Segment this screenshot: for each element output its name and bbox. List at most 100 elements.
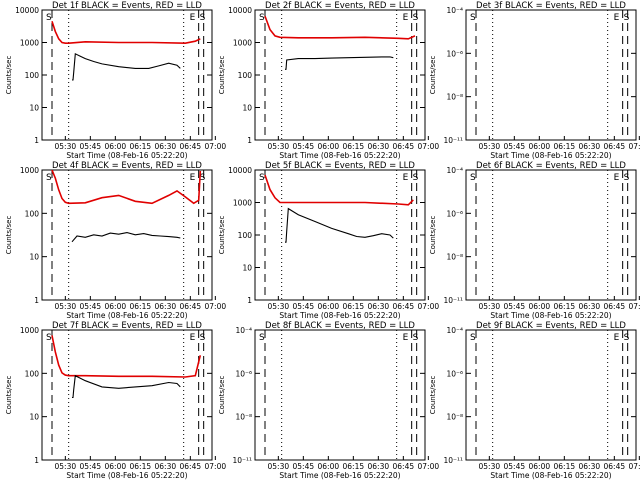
panel-det-8: Det 8f BLACK = Events, RED = LLD Counts/s…	[218, 321, 439, 480]
series-lld-line	[51, 170, 202, 205]
x-tick-label: 06:00	[529, 142, 551, 151]
marker-start-2: S	[200, 13, 206, 23]
y-tick-label: 10	[29, 253, 39, 262]
x-axis-label: Start Time (08-Feb-16 05:22:20)	[279, 151, 400, 160]
x-tick-label: 06:45	[393, 462, 415, 471]
marker-start-2: S	[200, 173, 206, 183]
marker-start: S	[46, 333, 52, 343]
x-tick-label: 06:30	[579, 302, 601, 311]
x-axis-label: Start Time (08-Feb-16 05:22:20)	[279, 311, 400, 320]
x-tick-label: 06:15	[343, 142, 365, 151]
x-tick-label: 06:30	[155, 142, 177, 151]
x-tick-label: 06:45	[393, 142, 415, 151]
plot-frame	[41, 329, 213, 461]
x-tick-label: 06:15	[343, 462, 365, 471]
x-tick-label: 07:00	[418, 142, 440, 151]
x-tick-label: 05:45	[504, 142, 526, 151]
marker-end: E	[190, 333, 196, 343]
x-tick-label: 07:00	[629, 462, 640, 471]
y-tick-label: 10	[29, 413, 39, 422]
plot-frame	[465, 9, 637, 141]
x-tick-label: 06:15	[130, 142, 152, 151]
x-tick-label: 05:30	[479, 142, 501, 151]
y-tick-label: 1000	[20, 39, 39, 48]
x-tick-label: 06:15	[554, 142, 576, 151]
x-tick-label: 06:00	[318, 302, 340, 311]
x-tick-label: 05:45	[504, 462, 526, 471]
y-tick-label: 10⁻¹¹	[443, 296, 463, 305]
y-tick-label: 10⁻⁴	[235, 326, 252, 335]
marker-start-2: S	[624, 13, 630, 23]
x-tick-label: 06:15	[130, 462, 152, 471]
x-tick-label: 06:45	[180, 462, 202, 471]
marker-start-2: S	[200, 333, 206, 343]
marker-end: E	[190, 13, 196, 23]
marker-start: S	[470, 13, 476, 23]
marker-end: E	[403, 333, 409, 343]
x-tick-label: 05:30	[55, 142, 77, 151]
x-tick-label: 06:30	[368, 302, 390, 311]
series-events-line	[285, 207, 394, 243]
x-tick-label: 05:30	[55, 302, 77, 311]
panel-det-3: Det 3f BLACK = Events, RED = LLD Counts/s…	[429, 1, 640, 160]
x-tick-label: 06:45	[180, 302, 202, 311]
panel-title: Det 1f BLACK = Events, RED = LLD	[52, 1, 202, 11]
x-tick-label: 05:45	[80, 462, 102, 471]
x-tick-label: 07:00	[205, 142, 227, 151]
panel-det-6: Det 6f BLACK = Events, RED = LLD Counts/s…	[429, 161, 640, 320]
series-lld-line	[51, 21, 201, 45]
marker-start: S	[470, 333, 476, 343]
y-tick-label: 10⁻⁴	[446, 326, 463, 335]
y-tick-label: 1000	[20, 166, 39, 175]
series-events-line	[72, 374, 181, 399]
marker-start: S	[259, 173, 265, 183]
panel-title: Det 4f BLACK = Events, RED = LLD	[52, 161, 202, 171]
x-axis-label: Start Time (08-Feb-16 05:22:20)	[66, 311, 187, 320]
y-axis-label: Counts/sec	[218, 376, 226, 415]
y-tick-label: 10⁻¹¹	[232, 456, 252, 465]
marker-start-2: S	[624, 173, 630, 183]
x-axis-label: Start Time (08-Feb-16 05:22:20)	[66, 471, 187, 480]
y-tick-label: 10000	[228, 166, 252, 175]
x-tick-label: 06:45	[180, 142, 202, 151]
y-tick-label: 100	[25, 209, 40, 218]
marker-end: E	[403, 13, 409, 23]
x-tick-label: 06:15	[554, 302, 576, 311]
series-lld-line	[51, 335, 202, 378]
y-axis-label: Counts/sec	[5, 56, 13, 95]
series-events-line	[285, 56, 394, 70]
panel-title: Det 2f BLACK = Events, RED = LLD	[265, 1, 415, 11]
panel-title: Det 9f BLACK = Events, RED = LLD	[476, 321, 626, 331]
x-tick-label: 06:30	[579, 462, 601, 471]
panel-title: Det 6f BLACK = Events, RED = LLD	[476, 161, 626, 171]
panel-det-7: Det 7f BLACK = Events, RED = LLD Counts/s…	[5, 321, 226, 480]
y-tick-label: 10⁻⁶	[446, 209, 463, 218]
marker-start-2: S	[413, 173, 419, 183]
x-tick-label: 06:15	[554, 462, 576, 471]
marker-end: E	[614, 333, 620, 343]
x-tick-label: 06:00	[529, 302, 551, 311]
x-tick-label: 06:00	[318, 462, 340, 471]
plot-frame	[254, 9, 426, 141]
plot-frame	[465, 329, 637, 461]
y-axis-label: Counts/sec	[429, 56, 437, 95]
y-axis-label: Counts/sec	[5, 216, 13, 255]
x-tick-label: 06:30	[155, 302, 177, 311]
y-axis-label: Counts/sec	[5, 376, 13, 415]
x-axis-label: Start Time (08-Feb-16 05:22:20)	[279, 471, 400, 480]
y-tick-label: 10000	[228, 6, 252, 15]
marker-end: E	[190, 173, 196, 183]
series-events-line	[71, 232, 181, 243]
x-tick-label: 05:45	[293, 462, 315, 471]
y-tick-label: 10⁻⁸	[446, 93, 463, 102]
panel-title: Det 8f BLACK = Events, RED = LLD	[265, 321, 415, 331]
x-tick-label: 05:45	[293, 302, 315, 311]
x-tick-label: 06:45	[604, 142, 626, 151]
plot-frame	[254, 169, 426, 301]
y-tick-label: 1000	[233, 199, 252, 208]
marker-start: S	[46, 173, 52, 183]
y-axis-label: Counts/sec	[429, 376, 437, 415]
y-tick-label: 10	[242, 104, 252, 113]
y-tick-label: 10⁻⁶	[446, 49, 463, 58]
